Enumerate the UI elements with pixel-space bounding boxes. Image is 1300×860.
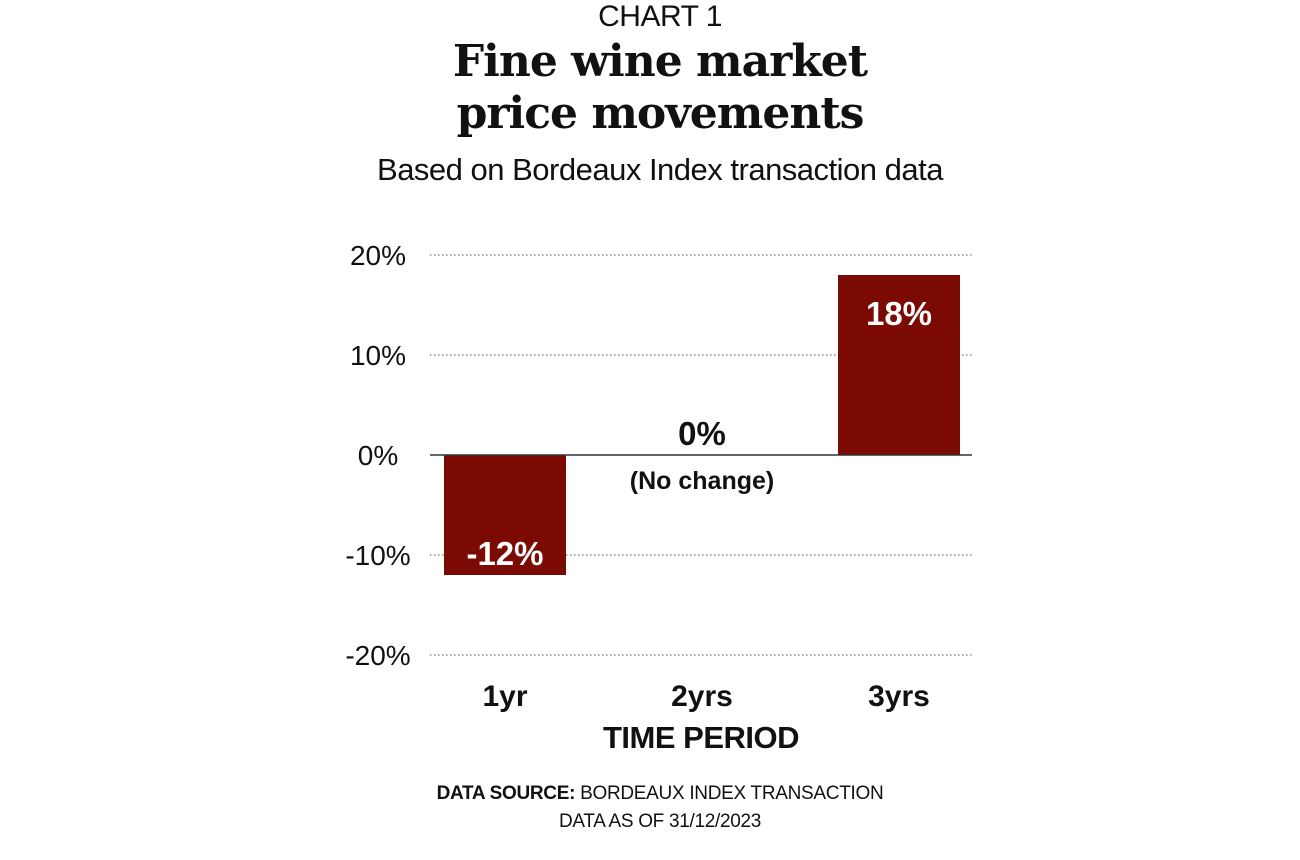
x-category-labels: 1yr 2yrs 3yrs [482,680,929,713]
source-text: BORDEAUX INDEX TRANSACTION [575,783,884,804]
chart-title-line-1: Fine wine market [452,36,868,87]
x-axis-title: TIME PERIOD [602,720,800,755]
x-category-label: 2yrs [671,680,733,713]
chart-title: Fine wine market price movements [0,36,1300,140]
chart-label: CHART 1 [598,0,722,33]
chart-subtitle: Based on Bordeaux Index transaction data [377,152,943,187]
bar-value-label: 0% [678,415,726,452]
x-category-label: 3yrs [868,680,930,713]
bar-annotation: (No change) [630,467,774,495]
data-labels: -12% 0% (No change) 18% [466,295,932,572]
chart-title-line-2: price movements [456,88,865,139]
source-date: DATA AS OF 31/12/2023 [558,811,762,832]
bar-value-label: 18% [866,295,932,332]
source-label: DATA SOURCE: [436,783,576,804]
y-tick-label: 10% [350,340,406,371]
bar [444,455,566,575]
source-line: DATA SOURCE: BORDEAUX INDEX TRANSACTION [0,780,1300,808]
bar [838,275,960,455]
y-tick-label: 20% [350,240,406,271]
source-note: DATA SOURCE: BORDEAUX INDEX TRANSACTION … [0,780,1300,836]
y-tick-label: -20% [345,640,410,671]
y-tick-label: -10% [345,540,410,571]
bar-value-label: -12% [466,535,543,572]
x-category-label: 1yr [482,680,527,713]
y-tick-labels: 20% 10% 0% -10% -20% [345,240,410,671]
y-tick-label: 0% [358,440,398,471]
bars [444,275,960,575]
